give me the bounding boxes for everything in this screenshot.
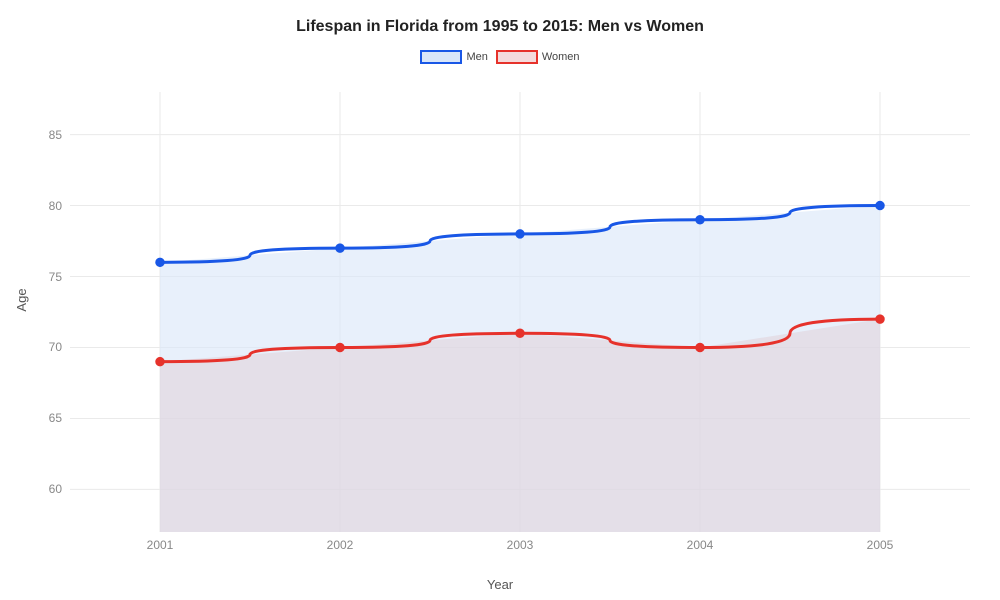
x-tick-label: 2001 <box>147 538 174 552</box>
y-tick-label: 65 <box>22 411 62 425</box>
x-tick-label: 2002 <box>327 538 354 552</box>
y-tick-label: 85 <box>22 128 62 142</box>
y-tick-label: 60 <box>22 482 62 496</box>
chart-container: Lifespan in Florida from 1995 to 2015: M… <box>0 0 1000 600</box>
x-tick-label: 2004 <box>687 538 714 552</box>
y-tick-label: 70 <box>22 340 62 354</box>
y-tick-label: 75 <box>22 270 62 284</box>
x-tick-label: 2003 <box>507 538 534 552</box>
x-tick-label: 2005 <box>867 538 894 552</box>
y-tick-label: 80 <box>22 199 62 213</box>
chart-svg <box>0 0 1000 600</box>
